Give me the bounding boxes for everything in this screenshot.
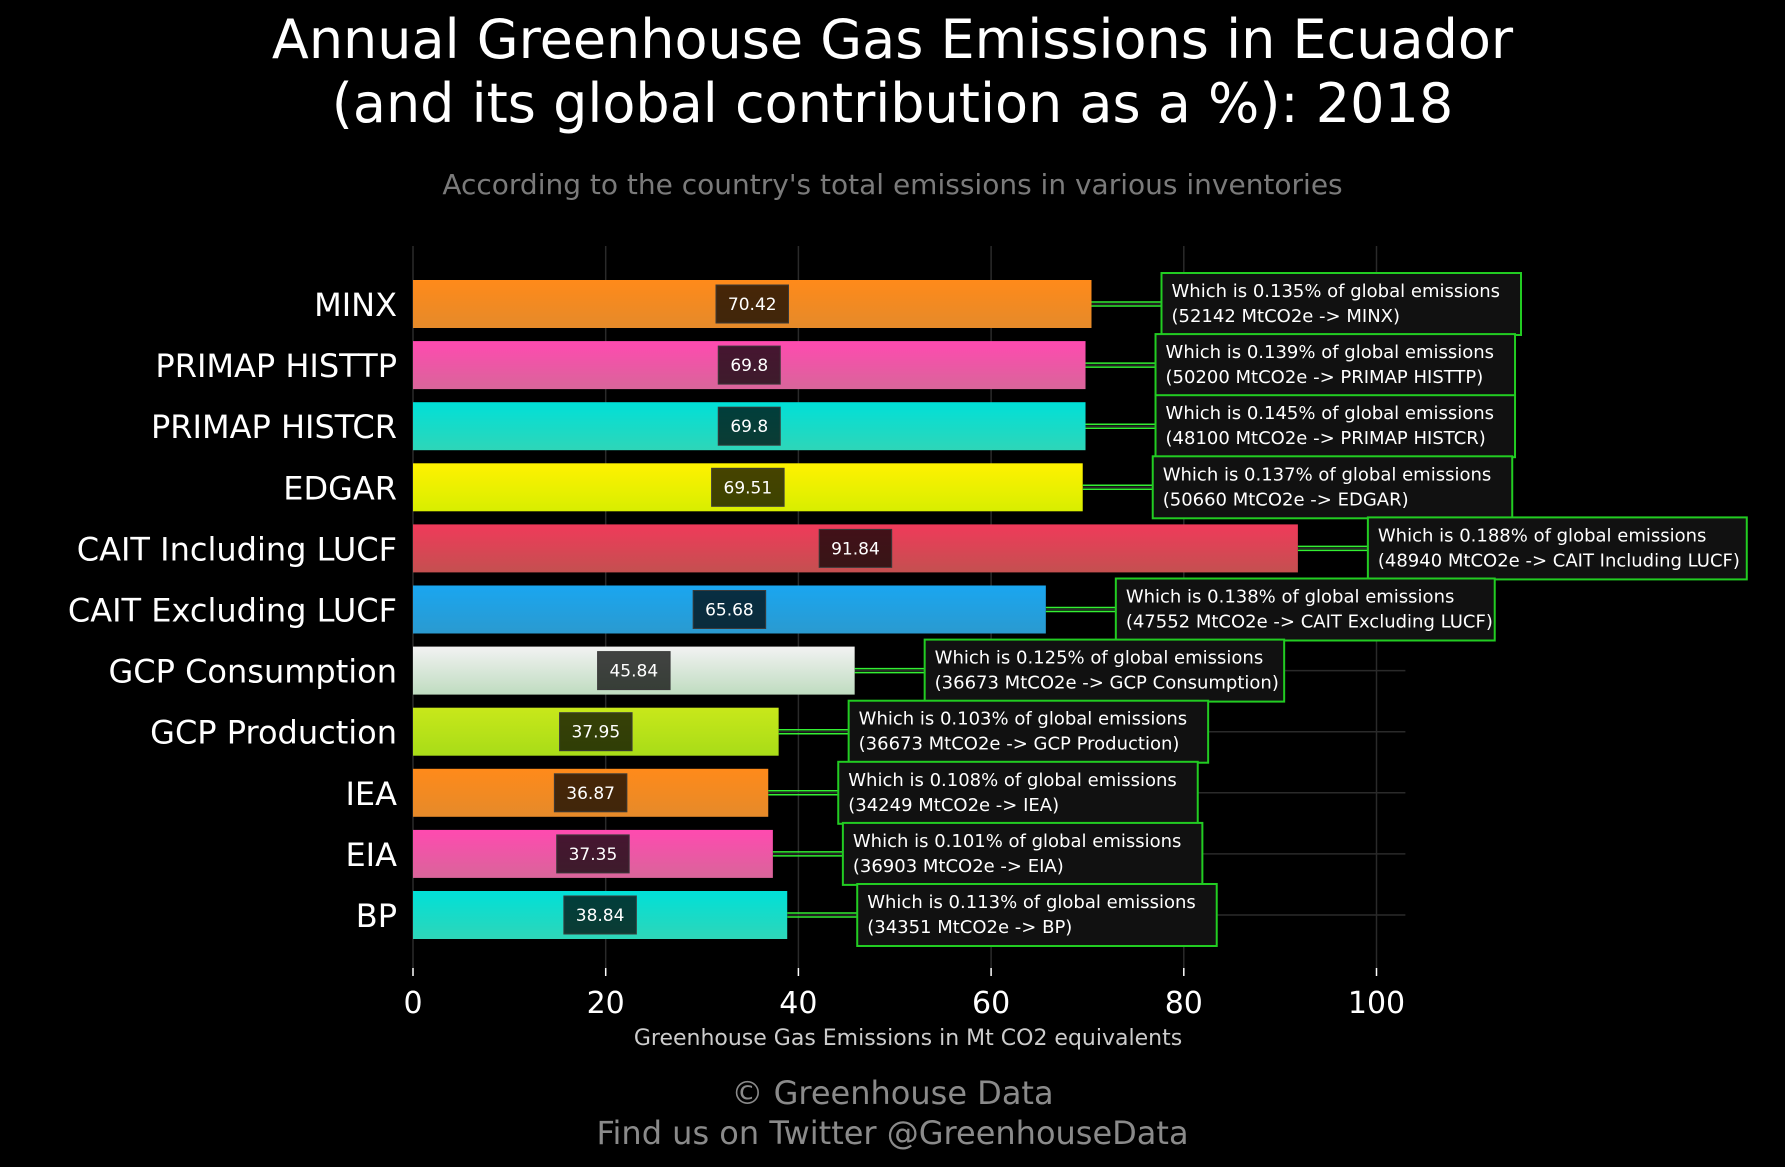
category-label: MINX xyxy=(314,286,397,324)
annotation-layer: Which is 0.135% of global emissions (5214… xyxy=(768,272,1748,947)
annotation-box xyxy=(1154,394,1517,459)
annotation-line2: (36903 MtCO2e -> EIA) xyxy=(853,856,1064,877)
value-label-box xyxy=(559,712,633,752)
value-label: 91.84 xyxy=(831,539,880,559)
footer-credit: © Greenhouse Data xyxy=(731,1074,1054,1112)
category-label: EDGAR xyxy=(283,469,397,507)
value-label: 69.8 xyxy=(730,356,768,376)
category-label: CAIT Including LUCF xyxy=(77,530,397,568)
value-label-box xyxy=(553,773,628,813)
chart-title: Annual Greenhouse Gas Emissions in Ecuad… xyxy=(0,8,1785,136)
annotation-line1: Which is 0.125% of global emissions xyxy=(935,648,1264,669)
value-label: 45.84 xyxy=(609,662,658,682)
annotation-line2: (48100 MtCO2e -> PRIMAP HISTCR) xyxy=(1166,428,1486,449)
chart-title-line1: Annual Greenhouse Gas Emissions in Ecuad… xyxy=(271,8,1514,71)
annotation-line1: Which is 0.101% of global emissions xyxy=(853,831,1182,852)
x-tick-label: 0 xyxy=(403,986,422,1021)
annotation-line2: (50200 MtCO2e -> PRIMAP HISTTP) xyxy=(1166,367,1484,388)
annotation-line1: Which is 0.135% of global emissions xyxy=(1171,281,1500,302)
value-label-box xyxy=(717,345,781,385)
category-label: CAIT Excluding LUCF xyxy=(68,592,397,630)
chart-subtitle: According to the country's total emissio… xyxy=(442,168,1343,201)
value-label-box xyxy=(692,590,767,629)
annotation-box xyxy=(847,699,1210,764)
value-label-box xyxy=(711,467,785,507)
annotation-line2: (52142 MtCO2e -> MINX) xyxy=(1171,306,1400,327)
category-label: GCP Production xyxy=(150,714,397,752)
annotation-box xyxy=(841,821,1204,886)
category-label: IEA xyxy=(345,775,397,813)
annotation-line2: (34249 MtCO2e -> IEA) xyxy=(848,795,1059,816)
value-label-box xyxy=(556,834,630,874)
category-label: BP xyxy=(356,897,397,935)
value-label: 65.68 xyxy=(705,601,754,621)
axis-layer: 0 20 40 60 80 100 Greenhouse Gas Emissions in … xyxy=(68,286,1405,1051)
annotation-box xyxy=(856,883,1218,947)
category-label: PRIMAP HISTTP xyxy=(155,347,397,385)
value-label: 70.42 xyxy=(728,295,777,315)
category-label: EIA xyxy=(345,836,397,874)
category-label: GCP Consumption xyxy=(108,653,397,691)
bar-layer: 70.42 69.8 69.8 69.51 91.84 65.68 45.84 37.95 36… xyxy=(413,280,1298,939)
annotation-line2: (36673 MtCO2e -> GCP Consumption) xyxy=(935,673,1279,694)
annotation-line1: Which is 0.103% of global emissions xyxy=(859,709,1188,730)
x-axis-label: Greenhouse Gas Emissions in Mt CO2 equiv… xyxy=(634,1026,1182,1051)
footer: © Greenhouse Data Find us on Twitter @Gr… xyxy=(0,1073,1785,1153)
annotation-box xyxy=(837,760,1199,825)
annotation-line2: (50660 MtCO2e -> EDGAR) xyxy=(1163,489,1409,510)
annotation-line1: Which is 0.108% of global emissions xyxy=(848,770,1177,791)
x-tick-label: 20 xyxy=(587,986,625,1021)
annotation-line1: Which is 0.113% of global emissions xyxy=(867,892,1196,913)
annotation-line2: (47552 MtCO2e -> CAIT Excluding LUCF) xyxy=(1126,612,1493,633)
x-tick-label: 80 xyxy=(1165,986,1203,1021)
chart-title-line2: (and its global contribution as a %): 20… xyxy=(331,72,1454,135)
value-label-box xyxy=(717,406,781,446)
value-label: 37.35 xyxy=(569,845,618,865)
annotation-box xyxy=(1366,516,1748,581)
annotation-line1: Which is 0.145% of global emissions xyxy=(1166,403,1495,424)
annotation-box xyxy=(923,638,1286,703)
value-label-box xyxy=(597,651,671,691)
x-tick-label: 60 xyxy=(972,986,1010,1021)
annotation-line1: Which is 0.139% of global emissions xyxy=(1166,342,1495,363)
annotation-line1: Which is 0.188% of global emissions xyxy=(1378,525,1707,546)
annotation-line1: Which is 0.138% of global emissions xyxy=(1126,587,1455,608)
annotation-line2: (48940 MtCO2e -> CAIT Including LUCF) xyxy=(1378,550,1740,571)
value-label: 69.8 xyxy=(730,417,768,437)
annotation-line1: Which is 0.137% of global emissions xyxy=(1163,464,1492,485)
annotation-box xyxy=(1151,455,1514,520)
category-label: PRIMAP HISTCR xyxy=(151,408,397,446)
x-tick-label: 100 xyxy=(1348,986,1405,1021)
x-tick-label: 40 xyxy=(779,986,817,1021)
value-label-box xyxy=(563,895,637,935)
value-label: 37.95 xyxy=(571,723,620,743)
annotation-line2: (34351 MtCO2e -> BP) xyxy=(867,917,1072,938)
annotation-line2: (36673 MtCO2e -> GCP Production) xyxy=(859,734,1180,755)
footer-twitter: Find us on Twitter @GreenhouseData xyxy=(596,1114,1189,1152)
value-label: 69.51 xyxy=(724,478,773,498)
annotation-box xyxy=(1114,577,1496,642)
value-label: 38.84 xyxy=(576,906,625,926)
value-label: 36.87 xyxy=(566,784,615,804)
value-label-box xyxy=(715,284,789,324)
annotation-box xyxy=(1160,272,1522,336)
value-label-box xyxy=(818,528,893,568)
